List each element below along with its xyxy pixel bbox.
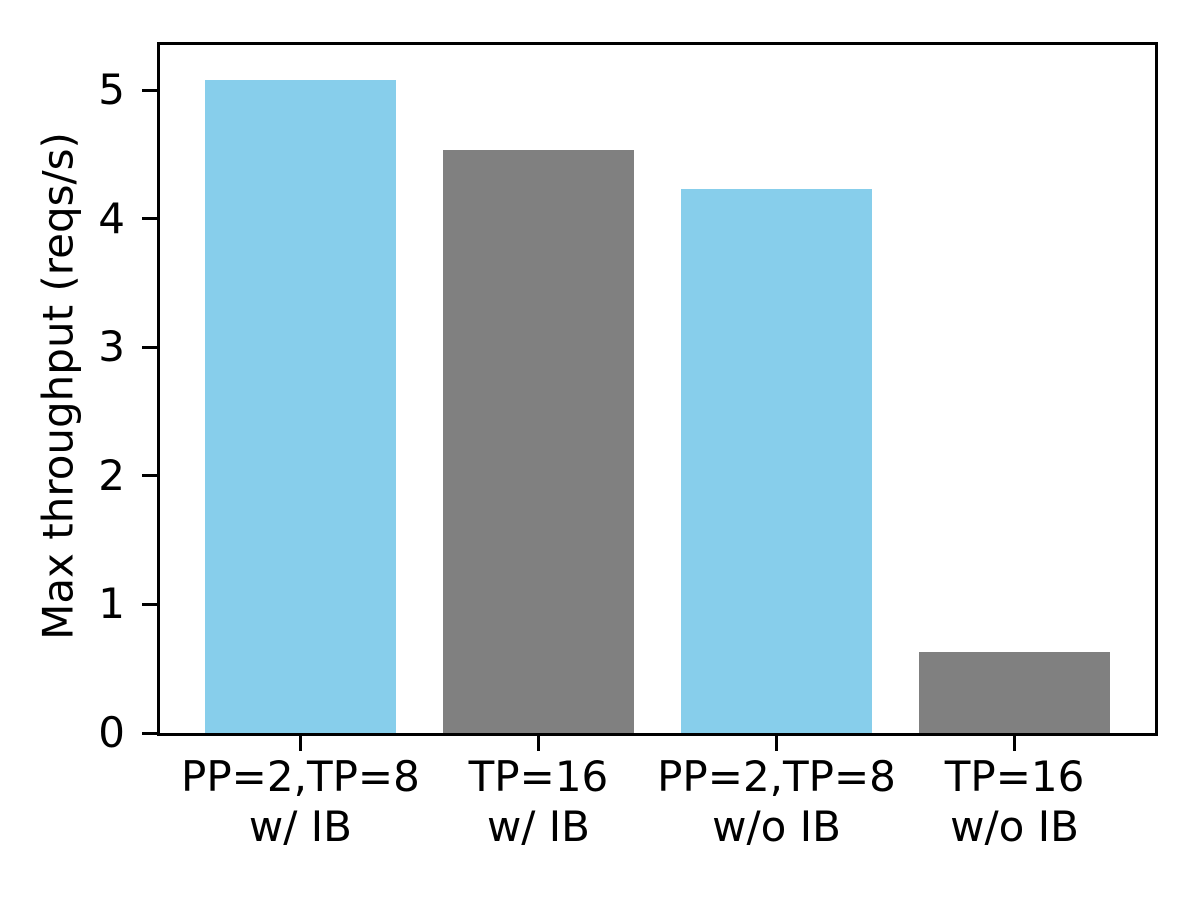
y-tick-mark <box>142 217 157 221</box>
x-tick-label: PP=2,TP=8 w/ IB <box>181 752 420 851</box>
bar-2 <box>443 150 634 733</box>
y-tick-label: 0 <box>98 708 125 757</box>
bar-4 <box>919 651 1110 733</box>
y-tick-mark <box>142 345 157 349</box>
bar-1 <box>205 79 396 733</box>
plot-area: 0 1 2 3 4 5 PP=2,TP=8 w/ IB TP=16 w/ IB PP=2,TP=… <box>98 42 1158 851</box>
y-tick-label: 3 <box>98 322 125 372</box>
x-tick-label: TP=16 w/o IB <box>944 752 1085 851</box>
y-tick-mark <box>142 88 157 92</box>
y-tick-mark <box>142 602 157 606</box>
y-tick-mark <box>142 731 157 735</box>
x-tick-label: PP=2,TP=8 w/o IB <box>657 752 896 851</box>
y-tick-label: 4 <box>98 193 125 243</box>
x-tick-mark <box>298 736 302 751</box>
bar-3 <box>681 189 872 733</box>
x-tick-label: TP=16 w/ IB <box>468 752 609 851</box>
y-tick-label: 1 <box>98 579 125 629</box>
x-tick-mark <box>775 736 779 751</box>
y-tick-label: 5 <box>98 65 125 114</box>
y-tick-label: 2 <box>98 450 125 500</box>
y-tick-mark <box>142 474 157 478</box>
x-tick-mark <box>1013 736 1017 751</box>
x-tick-mark <box>536 736 540 751</box>
